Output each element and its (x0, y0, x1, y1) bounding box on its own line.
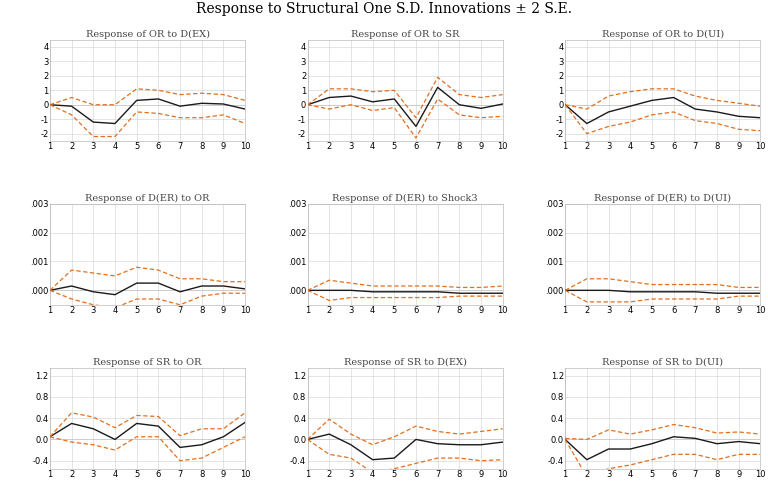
Title: Response of SR to D(UI): Response of SR to D(UI) (602, 358, 723, 367)
Title: Response of OR to SR: Response of OR to SR (351, 30, 459, 39)
Title: Response of SR to OR: Response of SR to OR (94, 358, 202, 367)
Title: Response of D(ER) to D(UI): Response of D(ER) to D(UI) (594, 194, 731, 203)
Title: Response of OR to D(EX): Response of OR to D(EX) (85, 30, 210, 39)
Text: Response to Structural One S.D. Innovations ± 2 S.E.: Response to Structural One S.D. Innovati… (196, 2, 572, 16)
Title: Response of D(ER) to Shock3: Response of D(ER) to Shock3 (333, 194, 478, 203)
Title: Response of OR to D(UI): Response of OR to D(UI) (601, 30, 723, 39)
Title: Response of SR to D(EX): Response of SR to D(EX) (344, 358, 466, 367)
Title: Response of D(ER) to OR: Response of D(ER) to OR (85, 194, 210, 203)
